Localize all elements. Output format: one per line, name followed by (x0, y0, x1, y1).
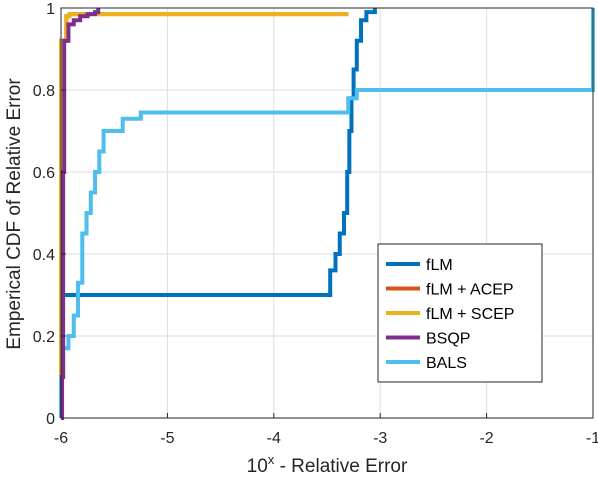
x-tick-label: -3 (373, 430, 387, 447)
series-group (59, 8, 595, 420)
x-axis-label: 10x - Relative Error (247, 452, 408, 477)
legend-label: fLM + ACEP (426, 282, 514, 299)
y-tick-label: 0.2 (33, 329, 55, 346)
series-line-flm (59, 8, 377, 418)
y-tick-label: 0 (46, 411, 55, 428)
legend: fLM fLM + ACEP fLM + SCEP BSQP BALS (377, 243, 543, 383)
axis-ticks: -6 -5 -4 -3 -2 -1 0 0.2 0.4 0.6 0.8 1 (33, 1, 598, 447)
y-tick-label: 0.8 (33, 83, 55, 100)
y-axis-label: Emperical CDF of Relative Error (4, 78, 25, 350)
series-line-bals (59, 8, 595, 418)
x-tick-label: -5 (160, 430, 174, 447)
y-tick-label: 1 (46, 1, 55, 18)
series-line-flm-scep (59, 12, 349, 418)
legend-label: fLM (426, 257, 453, 274)
x-tick-label: -2 (479, 430, 493, 447)
y-tick-label: 0.6 (33, 165, 55, 182)
x-tick-label: -4 (267, 430, 281, 447)
x-tick-label: -6 (54, 430, 68, 447)
y-tick-label: 0.4 (33, 247, 55, 264)
legend-label: BSQP (426, 331, 470, 348)
legend-label: BALS (426, 355, 467, 372)
legend-label: fLM + SCEP (426, 306, 514, 323)
x-tick-label: -1 (586, 430, 598, 447)
plot-frame (60, 7, 594, 419)
series-line-bsqp (60, 8, 101, 420)
